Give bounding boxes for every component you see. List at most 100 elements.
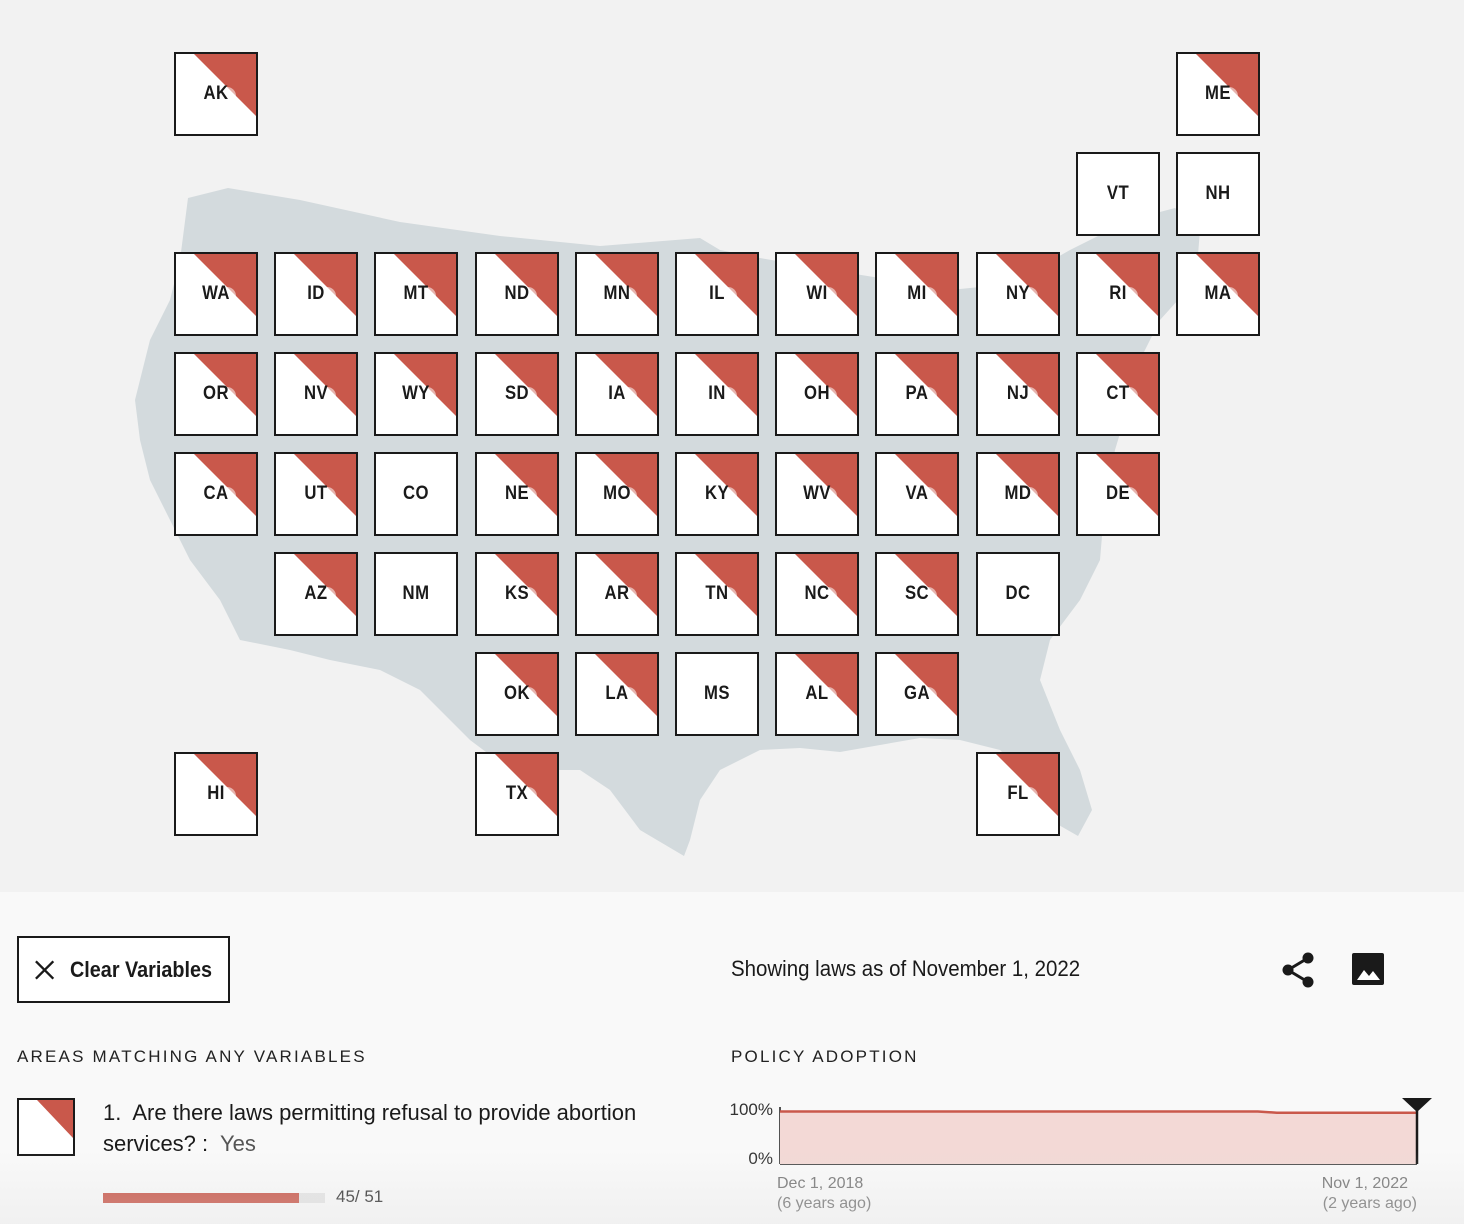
state-tile-de[interactable]: DE <box>1075 452 1160 536</box>
state-abbr-label: NM <box>402 583 430 604</box>
match-wedge <box>194 454 256 516</box>
state-abbr-label: AK <box>203 83 229 104</box>
clear-variables-button[interactable]: Clear Variables <box>17 936 230 1003</box>
state-tile-md[interactable]: MD <box>975 452 1060 536</box>
state-tile-wy[interactable]: WY <box>374 352 459 436</box>
download-image-button[interactable] <box>1349 950 1389 990</box>
state-abbr-label: NC <box>804 583 830 604</box>
state-tile-oh[interactable]: OH <box>775 352 860 436</box>
state-abbr-label: SC <box>905 583 930 604</box>
state-tile-nv[interactable]: NV <box>274 352 359 436</box>
state-tile-sc[interactable]: SC <box>875 552 960 636</box>
state-tile-ia[interactable]: IA <box>574 352 659 436</box>
match-wedge <box>194 254 256 316</box>
state-tile-dc[interactable]: DC <box>975 552 1060 636</box>
state-tile-or[interactable]: OR <box>174 352 258 436</box>
match-wedge <box>394 354 457 416</box>
state-tile-mi[interactable]: MI <box>875 252 960 336</box>
state-tile-ks[interactable]: KS <box>474 552 559 636</box>
share-button[interactable] <box>1278 950 1318 990</box>
state-tile-nm[interactable]: NM <box>374 552 459 636</box>
state-tile-mt[interactable]: MT <box>374 252 459 336</box>
adoption-line <box>780 1110 1417 1114</box>
match-wedge <box>995 354 1058 416</box>
state-abbr-label: WV <box>803 483 832 504</box>
state-abbr-label: IN <box>708 383 726 404</box>
state-tile-mo[interactable]: MO <box>574 452 659 536</box>
state-abbr-label: MN <box>603 283 631 304</box>
match-wedge <box>1196 54 1258 116</box>
state-tile-ak[interactable]: AK <box>174 52 258 136</box>
state-tile-mn[interactable]: MN <box>574 252 659 336</box>
state-tile-ne[interactable]: NE <box>474 452 559 536</box>
state-tile-me[interactable]: ME <box>1176 52 1260 136</box>
state-tile-wv[interactable]: WV <box>775 452 860 536</box>
match-wedge <box>294 554 357 616</box>
state-tile-in[interactable]: IN <box>675 352 759 436</box>
state-abbr-label: HI <box>207 783 225 804</box>
state-tile-nd[interactable]: ND <box>474 252 559 336</box>
state-tile-hi[interactable]: HI <box>174 752 258 836</box>
state-abbr-label: MD <box>1004 483 1032 504</box>
state-tile-wi[interactable]: WI <box>775 252 860 336</box>
question-variable: 1. Are there laws permitting refusal to … <box>103 1097 663 1159</box>
laws-date-status: Showing laws as of November 1, 2022 <box>731 956 1081 981</box>
policy-adoption-chart[interactable]: 100% 0% Dec 1, 2018 (6 years ago) Nov 1,… <box>720 1092 1464 1224</box>
state-tile-ca[interactable]: CA <box>174 452 258 536</box>
state-abbr-label: MT <box>403 283 429 304</box>
state-tile-ut[interactable]: UT <box>274 452 359 536</box>
clear-variables-label: Clear Variables <box>70 956 213 982</box>
state-tile-pa[interactable]: PA <box>875 352 960 436</box>
match-wedge <box>394 254 457 316</box>
state-abbr-label: MI <box>907 283 928 304</box>
state-tile-tn[interactable]: TN <box>675 552 759 636</box>
state-tile-fl[interactable]: FL <box>975 752 1060 836</box>
state-tile-nj[interactable]: NJ <box>975 352 1060 436</box>
match-count: 45/ 51 <box>336 1187 384 1206</box>
state-tile-id[interactable]: ID <box>274 252 359 336</box>
state-tile-ar[interactable]: AR <box>574 552 659 636</box>
state-abbr-label: AZ <box>304 583 328 604</box>
state-abbr-label: GA <box>904 683 931 704</box>
state-tile-ri[interactable]: RI <box>1075 252 1160 336</box>
match-wedge <box>494 254 557 316</box>
state-abbr-label: MA <box>1204 283 1232 304</box>
state-tile-la[interactable]: LA <box>574 652 659 736</box>
state-abbr-label: NJ <box>1006 383 1029 404</box>
match-wedge <box>594 254 657 316</box>
match-wedge <box>494 554 557 616</box>
state-tile-tx[interactable]: TX <box>474 752 559 836</box>
state-abbr-label: WI <box>806 283 828 304</box>
match-wedge <box>594 554 657 616</box>
state-tile-ga[interactable]: GA <box>875 652 960 736</box>
state-tile-sd[interactable]: SD <box>474 352 559 436</box>
controls-panel: Clear Variables Showing laws as of Novem… <box>0 892 1464 1224</box>
state-abbr-label: VA <box>905 483 929 504</box>
share-icon <box>1282 952 1314 988</box>
state-tile-wa[interactable]: WA <box>174 252 258 336</box>
state-abbr-label: MS <box>704 683 730 704</box>
adoption-area-fill <box>780 1111 1417 1164</box>
state-tile-il[interactable]: IL <box>675 252 759 336</box>
match-wedge <box>1095 454 1158 516</box>
state-tile-ny[interactable]: NY <box>975 252 1060 336</box>
state-tile-nc[interactable]: NC <box>775 552 860 636</box>
x-end-date: Nov 1, 2022 <box>1322 1175 1408 1192</box>
state-tile-va[interactable]: VA <box>875 452 960 536</box>
state-tile-ct[interactable]: CT <box>1075 352 1160 436</box>
state-tile-az[interactable]: AZ <box>274 552 359 636</box>
match-wedge <box>1196 254 1258 316</box>
state-abbr-label: MO <box>602 483 631 504</box>
state-tile-co[interactable]: CO <box>374 452 459 536</box>
state-tile-ma[interactable]: MA <box>1176 252 1260 336</box>
match-wedge <box>494 654 557 716</box>
state-tile-ms[interactable]: MS <box>675 652 759 736</box>
state-tile-vt[interactable]: VT <box>1075 152 1160 236</box>
state-tile-al[interactable]: AL <box>775 652 860 736</box>
state-tile-nh[interactable]: NH <box>1176 152 1260 236</box>
match-wedge <box>995 754 1058 816</box>
state-abbr-label: SD <box>504 383 529 404</box>
match-progress-fill <box>103 1193 299 1203</box>
state-tile-ky[interactable]: KY <box>675 452 759 536</box>
state-tile-ok[interactable]: OK <box>474 652 559 736</box>
